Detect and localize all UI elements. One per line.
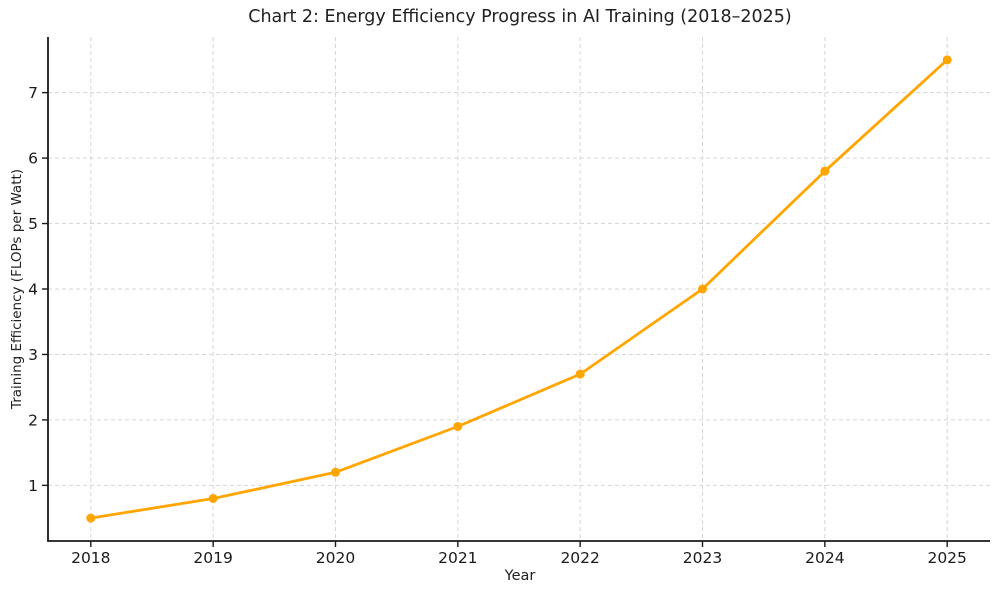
- data-point-2018: [86, 513, 96, 523]
- data-point-2025: [942, 55, 952, 65]
- x-tick-label: 2025: [927, 549, 966, 567]
- y-tick-label: 5: [28, 215, 38, 233]
- y-tick-label: 1: [28, 477, 38, 495]
- y-tick-label: 6: [28, 150, 38, 168]
- data-point-2023: [698, 284, 708, 294]
- data-point-2019: [208, 493, 218, 503]
- x-tick-label: 2018: [71, 549, 110, 567]
- y-tick-label: 7: [28, 84, 38, 102]
- x-tick-label: 2020: [316, 549, 355, 567]
- data-point-2024: [820, 166, 830, 176]
- x-tick-label: 2022: [560, 549, 599, 567]
- data-point-2021: [453, 421, 463, 431]
- x-tick-label: 2019: [193, 549, 232, 567]
- x-axis-label: Year: [504, 568, 536, 584]
- data-point-2020: [330, 467, 340, 477]
- x-tick-label: 2023: [683, 549, 722, 567]
- efficiency-line: [89, 58, 949, 520]
- chart-title: Chart 2: Energy Efficiency Progress in A…: [248, 7, 792, 27]
- x-tick-label: 2024: [805, 549, 844, 567]
- data-point-2022: [575, 369, 585, 379]
- x-tick-label: 2021: [438, 549, 477, 567]
- y-tick-label: 2: [28, 411, 38, 429]
- y-tick-label: 4: [28, 280, 38, 298]
- y-tick-label: 3: [28, 346, 38, 364]
